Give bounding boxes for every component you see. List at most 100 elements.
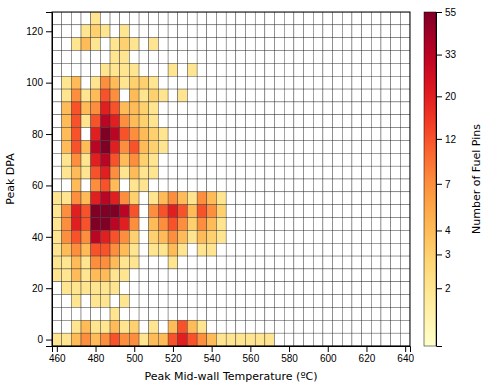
cell [149,205,159,218]
cell [304,333,314,346]
cell [187,89,197,102]
cell [100,295,110,308]
cell [187,128,197,141]
cell [323,320,333,333]
cell [294,153,304,166]
cell [62,38,72,51]
cell [352,102,362,115]
cell [216,179,226,192]
cell [284,218,294,231]
cell [168,12,178,25]
cell [342,140,352,153]
cell [294,115,304,128]
cell [313,307,323,320]
cell [362,218,372,231]
cell [62,115,72,128]
cell [352,12,362,25]
cell [197,166,207,179]
cell [304,63,314,76]
plot-frame [52,12,410,346]
cell [52,51,62,64]
cell [246,51,256,64]
cell [120,243,130,256]
cell [139,320,149,333]
cell [236,230,246,243]
cell [294,76,304,89]
cell [275,320,285,333]
cell [352,243,362,256]
cell [149,102,159,115]
cell [178,205,188,218]
cell [255,179,265,192]
cell [236,115,246,128]
cell [381,166,391,179]
cell [52,25,62,38]
cell [187,320,197,333]
cell [91,76,101,89]
cell [120,102,130,115]
cell [236,333,246,346]
cell [158,166,168,179]
cell [216,320,226,333]
cell [168,140,178,153]
cell [120,153,130,166]
cell [187,63,197,76]
cell [139,179,149,192]
cell [333,307,343,320]
cell [371,269,381,282]
cell [381,115,391,128]
cell [304,243,314,256]
cell [139,12,149,25]
tick-mark [173,346,174,352]
cell [294,295,304,308]
cell [226,38,236,51]
tick: 580 [281,346,298,364]
cell [265,333,275,346]
cell [178,153,188,166]
cell [400,205,410,218]
tick-label: 3 [445,249,451,260]
cell [371,179,381,192]
cell [168,295,178,308]
cell [255,153,265,166]
cell [168,269,178,282]
cell [216,89,226,102]
cell [62,230,72,243]
y-axis-title: Peak DPA [4,153,17,205]
cell [139,333,149,346]
cell [149,243,159,256]
cell [52,230,62,243]
cell [139,218,149,231]
cell [333,102,343,115]
cell [400,128,410,141]
cell [139,153,149,166]
cell [178,12,188,25]
cell [91,115,101,128]
cell [265,128,275,141]
cell [207,128,217,141]
cell [52,269,62,282]
cell [100,102,110,115]
cell [91,128,101,141]
cell [91,140,101,153]
cell [52,140,62,153]
cell [265,295,275,308]
cell [139,230,149,243]
cell [168,320,178,333]
cell [178,269,188,282]
cell [129,282,139,295]
cell [284,63,294,76]
cell [265,51,275,64]
cell [226,320,236,333]
cell [71,51,81,64]
cell [333,63,343,76]
cell [207,115,217,128]
cell [120,307,130,320]
cell [91,63,101,76]
cell [71,38,81,51]
cell [284,89,294,102]
cell [265,218,275,231]
tick-label: 12 [445,134,457,145]
cell [323,76,333,89]
cell [110,218,120,231]
